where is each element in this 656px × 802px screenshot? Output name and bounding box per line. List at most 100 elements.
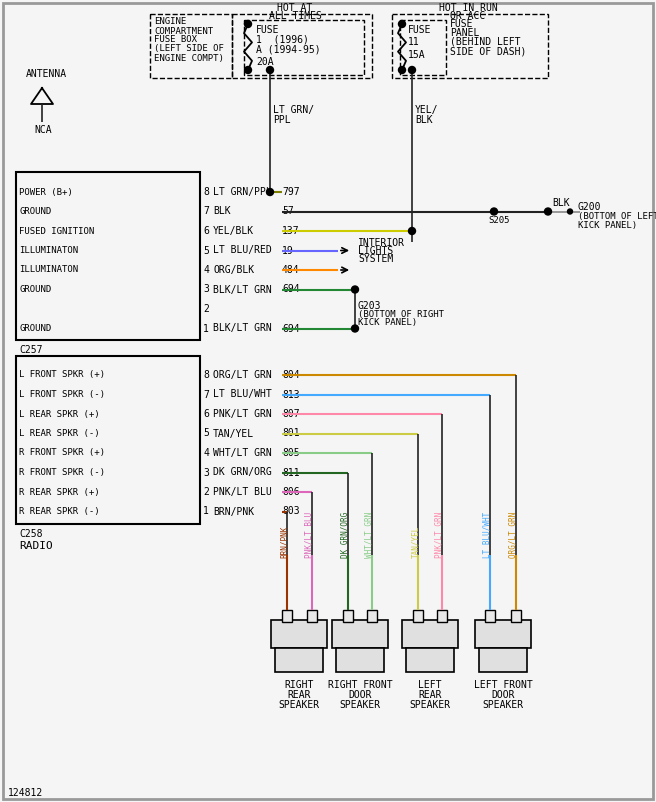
Circle shape	[409, 67, 415, 74]
Circle shape	[567, 209, 573, 214]
Text: LIGHTS: LIGHTS	[358, 246, 393, 257]
Text: A (1994-95): A (1994-95)	[256, 45, 321, 55]
Text: ILLUMINATON: ILLUMINATON	[19, 246, 78, 255]
Text: SIDE OF DASH): SIDE OF DASH)	[450, 47, 526, 57]
Text: LT BLU/WHT: LT BLU/WHT	[483, 512, 492, 558]
Text: NCA: NCA	[34, 125, 52, 135]
Text: 797: 797	[282, 187, 300, 197]
Text: SPEAKER: SPEAKER	[278, 700, 319, 710]
Bar	[406, 648, 454, 672]
Text: 7: 7	[203, 206, 209, 217]
Text: DK GRN/ORG: DK GRN/ORG	[341, 512, 350, 558]
Text: R REAR SPKR (-): R REAR SPKR (-)	[19, 507, 100, 516]
Text: PNK/LT BLU: PNK/LT BLU	[213, 487, 272, 497]
Text: DOOR: DOOR	[348, 690, 372, 700]
Text: 3: 3	[203, 468, 209, 477]
Bar	[392, 14, 548, 78]
Text: 8: 8	[203, 370, 209, 380]
Text: FUSE: FUSE	[450, 19, 474, 29]
Text: FUSE: FUSE	[256, 25, 279, 35]
Text: 5: 5	[203, 245, 209, 256]
Text: 2: 2	[203, 487, 209, 497]
Text: PANEL: PANEL	[450, 28, 480, 38]
Text: DOOR: DOOR	[491, 690, 515, 700]
Text: WHT/LT GRN: WHT/LT GRN	[365, 512, 374, 558]
Text: G203: G203	[358, 301, 382, 311]
Text: PNK/LT GRN: PNK/LT GRN	[213, 409, 272, 419]
Bar	[307, 610, 317, 622]
Text: SPEAKER: SPEAKER	[339, 700, 380, 710]
Text: ORG/BLK: ORG/BLK	[213, 265, 254, 275]
Bar	[343, 610, 353, 622]
Text: 124812: 124812	[8, 788, 43, 798]
Text: L REAR SPKR (-): L REAR SPKR (-)	[19, 429, 100, 438]
Text: 813: 813	[282, 390, 300, 399]
Circle shape	[491, 208, 497, 215]
Text: 20A: 20A	[256, 57, 274, 67]
Circle shape	[544, 208, 552, 215]
Text: (LEFT SIDE OF: (LEFT SIDE OF	[154, 44, 224, 54]
Text: DK GRN/ORG: DK GRN/ORG	[213, 468, 272, 477]
Bar	[16, 172, 200, 340]
Circle shape	[266, 67, 274, 74]
Text: LEFT: LEFT	[419, 680, 441, 690]
Text: FUSED IGNITION: FUSED IGNITION	[19, 226, 94, 236]
Text: OR ACC: OR ACC	[451, 11, 485, 21]
Text: HOT AT: HOT AT	[277, 3, 313, 13]
Text: WHT/LT GRN: WHT/LT GRN	[213, 448, 272, 458]
Bar	[332, 620, 388, 648]
Bar	[282, 610, 292, 622]
Text: 19: 19	[282, 245, 294, 256]
Circle shape	[352, 325, 358, 332]
Text: REAR: REAR	[419, 690, 441, 700]
Text: (BOTTOM OF RIGHT: (BOTTOM OF RIGHT	[358, 310, 444, 319]
Text: 811: 811	[282, 468, 300, 477]
Text: FUSE BOX: FUSE BOX	[154, 35, 197, 44]
Bar	[232, 14, 372, 78]
Text: 7: 7	[203, 390, 209, 399]
Text: R REAR SPKR (+): R REAR SPKR (+)	[19, 488, 100, 496]
Text: BLK: BLK	[213, 206, 231, 217]
Text: TAN/YEL: TAN/YEL	[213, 428, 254, 439]
Bar	[400, 20, 446, 75]
Text: BLK: BLK	[552, 199, 569, 209]
Text: 1: 1	[203, 507, 209, 516]
Text: SPEAKER: SPEAKER	[409, 700, 451, 710]
Text: PNK/LT GRN: PNK/LT GRN	[435, 512, 444, 558]
Bar	[271, 620, 327, 648]
Text: 4: 4	[203, 265, 209, 275]
Text: 15A: 15A	[408, 50, 426, 60]
Bar	[475, 620, 531, 648]
Text: 8: 8	[203, 187, 209, 197]
Circle shape	[245, 67, 251, 74]
Text: 1: 1	[203, 323, 209, 334]
Text: INTERIOR: INTERIOR	[358, 238, 405, 249]
Bar	[479, 648, 527, 672]
Text: G200: G200	[578, 201, 602, 212]
Text: REAR: REAR	[287, 690, 311, 700]
Text: 694: 694	[282, 285, 300, 294]
Text: RADIO: RADIO	[19, 541, 52, 551]
Text: 57: 57	[282, 206, 294, 217]
Text: GROUND: GROUND	[19, 285, 51, 294]
Text: GROUND: GROUND	[19, 324, 51, 333]
Text: LEFT FRONT: LEFT FRONT	[474, 680, 533, 690]
Text: LT GRN/: LT GRN/	[273, 105, 314, 115]
Text: GROUND: GROUND	[19, 207, 51, 216]
Text: RIGHT: RIGHT	[284, 680, 314, 690]
Text: PNK/LT BLU: PNK/LT BLU	[305, 512, 314, 558]
Bar	[511, 610, 521, 622]
Text: 694: 694	[282, 323, 300, 334]
Text: YEL/BLK: YEL/BLK	[213, 226, 254, 236]
Text: PPL: PPL	[273, 115, 291, 125]
Text: 803: 803	[282, 507, 300, 516]
Text: L FRONT SPKR (-): L FRONT SPKR (-)	[19, 390, 105, 399]
Text: 1  (1996): 1 (1996)	[256, 35, 309, 45]
Bar	[367, 610, 377, 622]
Text: BRN/PNK: BRN/PNK	[213, 507, 254, 516]
Text: L FRONT SPKR (+): L FRONT SPKR (+)	[19, 371, 105, 379]
Text: 3: 3	[203, 285, 209, 294]
Text: KICK PANEL): KICK PANEL)	[578, 221, 637, 230]
Text: 2: 2	[203, 304, 209, 314]
Bar	[437, 610, 447, 622]
